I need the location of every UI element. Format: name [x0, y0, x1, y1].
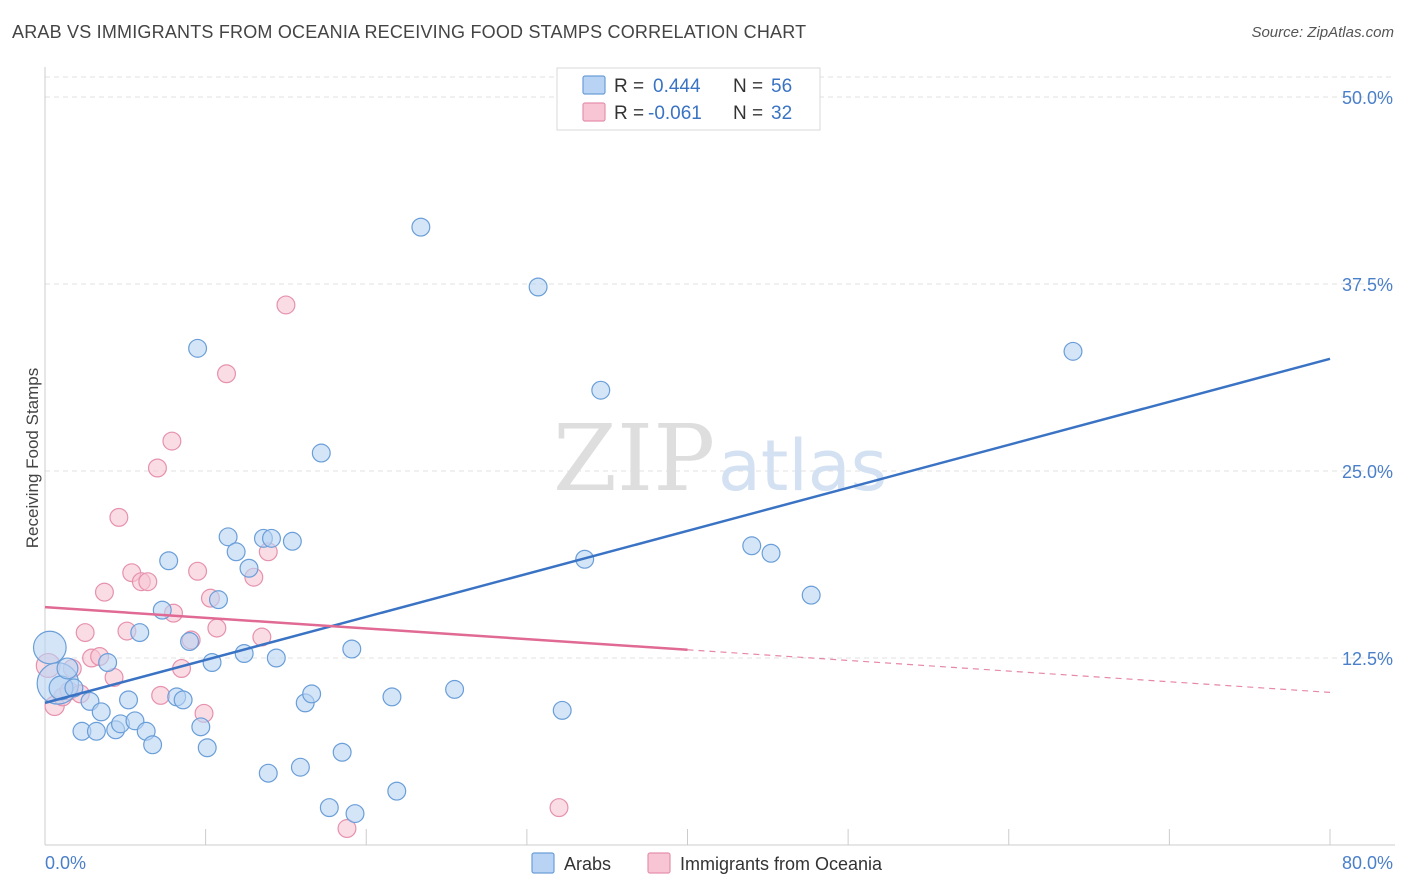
point-arabs [239, 558, 259, 578]
point-arabs [342, 639, 362, 659]
point-arabs [591, 380, 611, 400]
point-arabs [761, 543, 781, 563]
point-arabs [159, 551, 179, 571]
bottom-legend-swatch-oceania [647, 852, 671, 874]
legend-swatch-arabs [582, 75, 606, 95]
point-arabs [180, 632, 200, 652]
point-arabs [387, 781, 407, 801]
y-tick-label: 12.5% [1342, 649, 1393, 669]
point-arabs [91, 702, 111, 722]
point-arabs [226, 542, 246, 562]
axes [44, 67, 1395, 846]
legend-n-value-oceania: 32 [771, 103, 792, 124]
point-arabs [64, 678, 84, 698]
series-legend: Arabs Immigrants from Oceania [531, 852, 883, 874]
point-oceania [147, 458, 167, 478]
trend-lines [44, 357, 1331, 705]
point-oceania [138, 572, 158, 592]
point-arabs [32, 630, 67, 665]
point-arabs [258, 763, 278, 783]
legend-r-label-oceania: R = [614, 103, 644, 124]
point-arabs [445, 679, 465, 699]
point-arabs [56, 657, 79, 680]
point-arabs [382, 687, 402, 707]
data-points [32, 217, 1083, 839]
point-oceania [337, 819, 357, 839]
point-arabs [119, 690, 139, 710]
bottom-legend-label-arabs: Arabs [564, 854, 611, 874]
tick-labels: 12.5% 25.0% 37.5% 50.0% 0.0% 80.0% [45, 88, 1393, 873]
watermark-zip: ZIP [553, 405, 715, 512]
point-oceania [94, 582, 114, 602]
point-arabs [332, 742, 352, 762]
point-arabs [319, 798, 339, 818]
point-arabs [191, 717, 211, 737]
point-arabs [173, 690, 193, 710]
point-arabs [197, 738, 217, 758]
point-oceania [549, 798, 569, 818]
y-tick-label: 37.5% [1342, 275, 1393, 295]
point-arabs [86, 721, 106, 741]
point-arabs [98, 652, 118, 672]
legend-n-label-arabs: N = [733, 76, 763, 97]
y-axis-label: Receiving Food Stamps [23, 368, 42, 548]
point-arabs [218, 527, 238, 547]
point-arabs [552, 700, 572, 720]
point-arabs [742, 536, 762, 556]
legend-r-value-arabs: 0.444 [653, 76, 701, 97]
point-arabs [290, 757, 310, 777]
x-tick-label: 0.0% [45, 853, 86, 873]
bottom-legend-label-oceania: Immigrants from Oceania [680, 854, 883, 874]
point-arabs [261, 528, 281, 548]
point-arabs [282, 531, 302, 551]
watermark: ZIP atlas [553, 405, 887, 512]
point-oceania [217, 364, 237, 384]
legend-n-label-oceania: N = [733, 103, 763, 124]
point-arabs [143, 735, 163, 755]
point-oceania [109, 507, 129, 527]
correlation-legend: R = 0.444 N = 56 R = -0.061 N = 32 [556, 67, 821, 131]
trend-line-arabs [44, 357, 1331, 705]
point-arabs [528, 277, 548, 297]
legend-swatch-oceania [582, 102, 606, 122]
point-arabs [188, 338, 208, 358]
point-arabs [801, 585, 821, 605]
point-arabs [130, 623, 150, 643]
point-arabs [302, 684, 322, 704]
legend-r-value-oceania: -0.061 [648, 103, 702, 124]
point-arabs [1063, 341, 1083, 361]
trend-line-dashed-oceania [687, 649, 1331, 694]
point-arabs [208, 590, 228, 610]
point-oceania [151, 685, 171, 705]
point-arabs [266, 648, 286, 668]
legend-n-value-arabs: 56 [771, 76, 792, 97]
watermark-atlas: atlas [718, 425, 887, 507]
point-oceania [75, 623, 95, 643]
y-tick-label: 25.0% [1342, 462, 1393, 482]
point-arabs [411, 217, 431, 237]
y-tick-label: 50.0% [1342, 88, 1393, 108]
point-oceania [188, 561, 208, 581]
point-arabs [311, 443, 331, 463]
chart-title: ARAB VS IMMIGRANTS FROM OCEANIA RECEIVIN… [12, 22, 807, 42]
x-tick-label: 80.0% [1342, 853, 1393, 873]
point-oceania [162, 431, 182, 451]
trend-line-oceania [44, 605, 688, 652]
legend-r-label-arabs: R = [614, 76, 644, 97]
chart-source: Source: ZipAtlas.com [1251, 24, 1394, 41]
point-oceania [276, 295, 296, 315]
bottom-legend-swatch-arabs [531, 852, 555, 874]
point-arabs [345, 804, 365, 824]
point-oceania [207, 618, 227, 638]
